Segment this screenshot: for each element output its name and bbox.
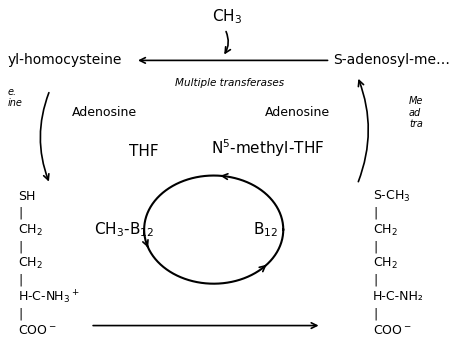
Text: SH: SH [18,190,36,203]
Text: H-C-NH₂: H-C-NH₂ [373,290,424,304]
Text: S-adenosyl-me…: S-adenosyl-me… [333,53,450,67]
Text: |: | [18,307,23,320]
Text: CH$_2$: CH$_2$ [18,256,43,271]
Text: COO$^-$: COO$^-$ [18,324,57,337]
Text: |: | [373,240,377,253]
Text: THF: THF [129,144,159,159]
Text: CH$_3$: CH$_3$ [212,7,242,25]
Text: Me
ad
tra: Me ad tra [409,96,423,129]
Text: B$_{12}$: B$_{12}$ [253,220,278,239]
Text: S-CH$_3$: S-CH$_3$ [373,189,410,204]
Text: e.
ine: e. ine [7,87,22,108]
Text: |: | [373,274,377,287]
Text: |: | [373,307,377,320]
Text: |: | [18,240,23,253]
Text: Multiple transferases: Multiple transferases [175,78,284,88]
Text: |: | [18,274,23,287]
Text: N$^5$-methyl-THF: N$^5$-methyl-THF [211,137,325,159]
Text: CH$_2$: CH$_2$ [373,222,398,237]
Text: H-C-NH$_3$$^+$: H-C-NH$_3$$^+$ [18,288,80,306]
Text: |: | [18,207,23,220]
Text: Adenosine: Adenosine [73,106,137,119]
Text: Adenosine: Adenosine [265,106,330,119]
Text: CH$_3$-B$_{12}$: CH$_3$-B$_{12}$ [94,220,154,239]
Text: CH$_2$: CH$_2$ [18,222,43,237]
Text: yl-homocysteine: yl-homocysteine [7,53,122,67]
Text: |: | [373,207,377,220]
Text: COO$^-$: COO$^-$ [373,324,411,337]
Text: CH$_2$: CH$_2$ [373,256,398,271]
